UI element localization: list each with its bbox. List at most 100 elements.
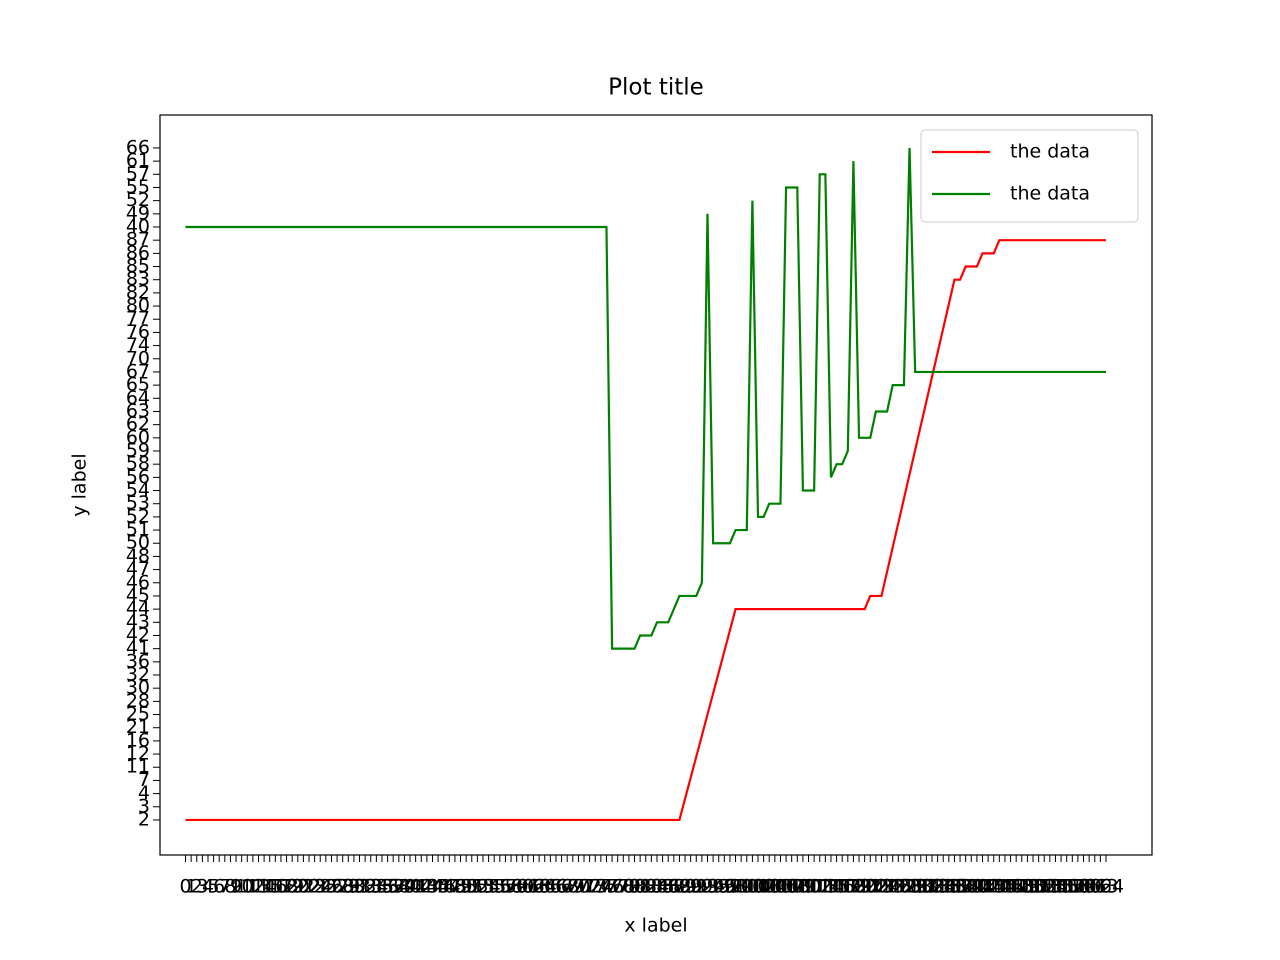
x-tick-label: 149: [1004, 876, 1040, 898]
x-tick-label: 33: [359, 876, 383, 898]
x-tick-label: 72: [578, 876, 602, 898]
legend: the data the data: [920, 129, 1139, 223]
x-tick-label: 108: [774, 876, 810, 898]
x-tick-label: 97: [718, 876, 742, 898]
x-tick-label: 158: [1054, 876, 1090, 898]
x-tick-label: 63: [527, 876, 551, 898]
x-tick-label: 87: [662, 876, 686, 898]
x-tick-label: 135: [925, 876, 961, 898]
x-tick-label: 107: [768, 876, 804, 898]
x-tick-label: 37: [381, 876, 405, 898]
x-tick-label: 133: [914, 876, 950, 898]
x-tick-label: 94: [701, 876, 725, 898]
y-tick-label: 32: [126, 664, 150, 686]
x-tick-label: 163: [1082, 876, 1118, 898]
y-tick-label: 52: [126, 189, 150, 211]
y-tick-label: 83: [126, 268, 150, 290]
x-tick-label: 132: [908, 876, 944, 898]
x-tick-label: 140: [953, 876, 989, 898]
x-tick-label: 110: [785, 876, 821, 898]
x-tick-label: 103: [745, 876, 781, 898]
x-axis-label: x label: [624, 915, 687, 937]
x-tick-label: 35: [370, 876, 394, 898]
x-tick-label: 60: [510, 876, 534, 898]
x-tick-label: 28: [331, 876, 355, 898]
y-tick-label: 80: [126, 295, 150, 317]
x-tick-label: 160: [1065, 876, 1101, 898]
x-tick-label: 117: [824, 876, 860, 898]
x-tick-label: 9: [230, 876, 242, 898]
x-tick-label: 116: [818, 876, 854, 898]
x-tick-label: 115: [813, 876, 849, 898]
y-tick-label: 45: [126, 584, 150, 606]
x-tick-label: 23: [303, 876, 327, 898]
y-tick-label: 16: [126, 729, 150, 751]
y-tick-label: 3: [138, 795, 150, 817]
x-tick-label: 90: [679, 876, 703, 898]
legend-label: the data: [1010, 183, 1090, 205]
x-tick-label: 21: [291, 876, 315, 898]
x-tick-label: 19: [280, 876, 304, 898]
x-tick-label: 84: [645, 876, 669, 898]
x-tick-label: 92: [690, 876, 714, 898]
x-tick-label: 38: [387, 876, 411, 898]
y-tick-label: 82: [126, 281, 150, 303]
x-tick-label: 39: [392, 876, 416, 898]
x-tick-label: 157: [1049, 876, 1085, 898]
x-tick-label: 121: [847, 876, 883, 898]
y-tick-label: 50: [126, 532, 150, 554]
x-tick-label: 125: [869, 876, 905, 898]
x-tick-label: 29: [336, 876, 360, 898]
y-tick-label: 7: [138, 769, 150, 791]
y-tick-label: 64: [126, 387, 150, 409]
y-tick-label: 66: [126, 136, 150, 158]
x-tick-label: 8: [224, 876, 236, 898]
x-tick-label: 14: [252, 876, 276, 898]
x-tick-label: 41: [404, 876, 428, 898]
x-tick-label: 47: [437, 876, 461, 898]
x-tick-label: 150: [1009, 876, 1045, 898]
y-tick-label: 70: [126, 347, 150, 369]
x-tick-label: 57: [493, 876, 517, 898]
x-tick-label: 75: [594, 876, 618, 898]
x-tick-label: 80: [622, 876, 646, 898]
x-tick-label: 50: [454, 876, 478, 898]
x-tick-label: 62: [521, 876, 545, 898]
x-tick-label: 138: [942, 876, 978, 898]
legend-label: the data: [1010, 141, 1090, 163]
x-tick-label: 124: [863, 876, 899, 898]
x-tick-label: 85: [651, 876, 675, 898]
x-tick-label: 5: [208, 876, 220, 898]
x-tick-label: 54: [477, 876, 501, 898]
x-tick-label: 73: [583, 876, 607, 898]
y-tick-label: 67: [126, 360, 150, 382]
x-tick-label: 68: [555, 876, 579, 898]
x-tick-label: 61: [516, 876, 540, 898]
x-tick-label: 128: [886, 876, 922, 898]
data-line: [185, 147, 1106, 650]
y-tick-label: 59: [126, 440, 150, 462]
y-tick-label: 58: [126, 453, 150, 475]
x-tick-label: 7: [219, 876, 231, 898]
x-tick-label: 86: [656, 876, 680, 898]
x-tick-label: 161: [1071, 876, 1107, 898]
x-tick-label: 79: [617, 876, 641, 898]
axes-frame: [159, 114, 1153, 856]
x-tick-label: 3: [196, 876, 208, 898]
x-tick-label: 136: [931, 876, 967, 898]
x-tick-label: 69: [561, 876, 585, 898]
x-tick-label: 156: [1043, 876, 1079, 898]
x-tick-label: 64: [533, 876, 557, 898]
x-tick-label: 27: [325, 876, 349, 898]
x-tick-label: 129: [891, 876, 927, 898]
x-tick-label: 65: [538, 876, 562, 898]
x-tick-label: 82: [634, 876, 658, 898]
x-tick-label: 151: [1015, 876, 1051, 898]
x-tick-label: 30: [342, 876, 366, 898]
x-tick-label: 127: [880, 876, 916, 898]
y-tick-label: 57: [126, 163, 150, 185]
x-tick-label: 152: [1020, 876, 1056, 898]
x-tick-label: 2: [191, 876, 203, 898]
y-tick-label: 74: [126, 334, 150, 356]
x-tick-label: 76: [600, 876, 624, 898]
